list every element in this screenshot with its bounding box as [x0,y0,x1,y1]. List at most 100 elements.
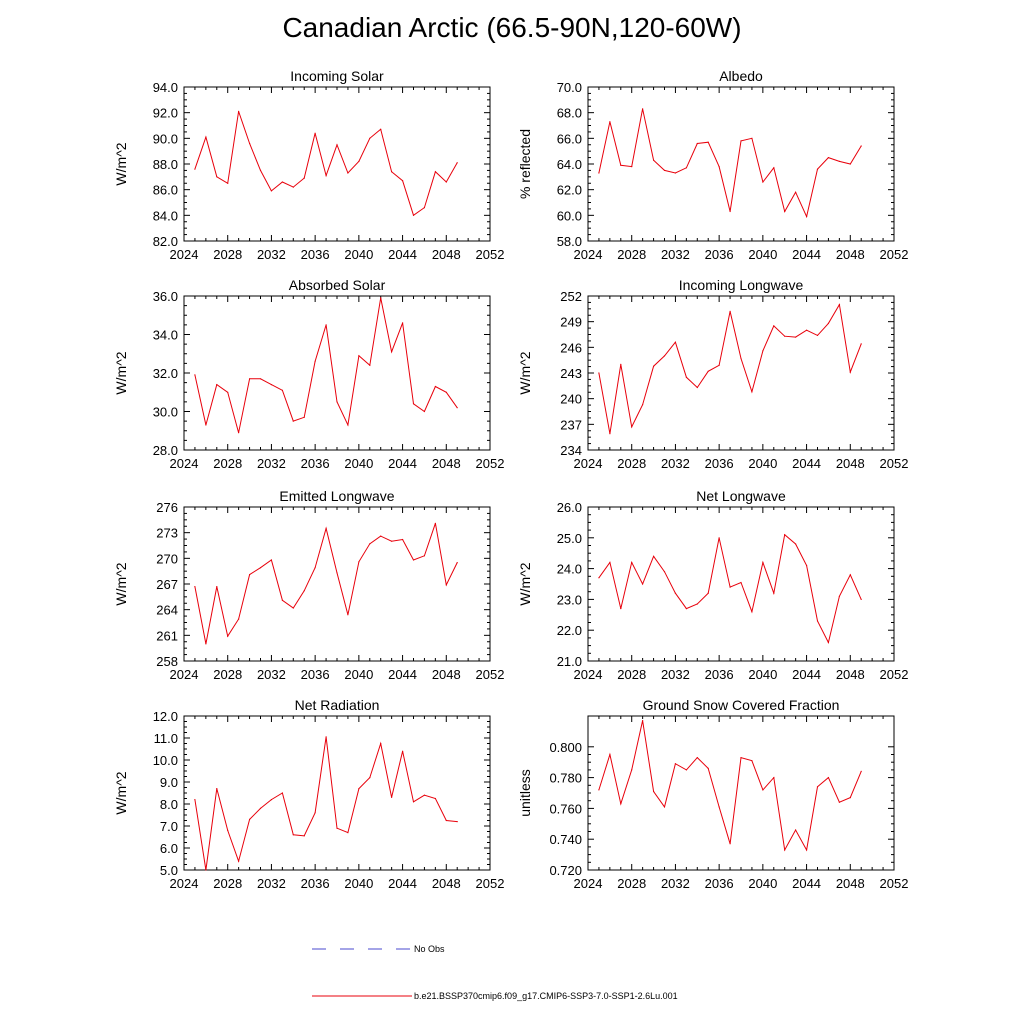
data-point [292,420,294,422]
data-point [751,760,753,762]
data-point [445,181,447,183]
x-tick-label: 2032 [257,876,286,891]
y-tick-label: 7.0 [160,819,178,834]
y-tick-label: 258 [156,654,178,669]
y-axis-label: W/m^2 [113,771,129,814]
data-point [347,172,349,174]
x-tick-label: 2040 [748,876,777,891]
y-tick-label: 22.0 [557,623,582,638]
data-point [456,562,458,564]
data-point [631,769,633,771]
data-point [795,543,797,545]
series-line [194,297,458,433]
data-point [598,172,600,174]
data-point [696,757,698,759]
data-point [696,603,698,605]
x-tick-label: 2052 [880,667,909,682]
y-tick-label: 270 [156,551,178,566]
x-tick-label: 2044 [792,667,821,682]
data-point [303,590,305,592]
data-point [773,325,775,327]
data-point [391,540,393,542]
data-point [412,214,415,216]
plot-frame [587,295,895,451]
data-point [325,527,327,530]
x-tick-label: 2040 [748,456,777,471]
data-point [391,351,393,353]
x-tick-label: 2024 [574,667,603,682]
data-point [762,789,764,791]
data-point [358,355,360,357]
x-tick-label: 2044 [388,247,417,262]
data-point [685,608,688,610]
data-point [281,792,283,794]
series-line [194,736,458,871]
y-tick-label: 90.0 [153,131,178,146]
y-tick-label: 261 [156,628,178,643]
data-point [249,142,251,145]
y-tick-label: 6.0 [160,841,178,856]
data-point [707,592,709,594]
data-point [838,160,841,162]
data-point [762,181,764,183]
data-point [784,335,786,337]
x-tick-label: 2052 [880,456,909,471]
data-point [685,376,688,378]
data-point [740,581,742,584]
data-point [325,175,327,177]
data-point [205,424,207,426]
x-tick-label: 2036 [705,876,734,891]
data-point [358,561,360,563]
data-point [642,583,644,585]
plot-frame [183,715,491,871]
data-point [259,807,262,810]
data-point [674,763,677,765]
data-point [653,365,655,367]
data-point [806,564,808,567]
data-point [806,329,808,331]
plot-frame [587,715,895,871]
data-point [391,171,393,173]
data-point [663,169,666,171]
data-point [412,403,415,405]
data-point [227,635,229,637]
plot-frame [587,86,895,242]
data-point [838,595,841,597]
data-point [314,360,316,362]
x-tick-label: 2028 [213,247,242,262]
data-point [380,535,382,537]
data-point [674,592,677,594]
y-axis-label: W/m^2 [113,351,129,394]
panel-title: Absorbed Solar [289,277,386,293]
series-line [194,111,458,217]
y-tick-label: 0.740 [549,832,582,847]
data-point [434,385,436,388]
panel-title: Incoming Solar [290,68,384,84]
y-tick-label: 5.0 [160,863,178,878]
data-point [292,607,294,609]
data-point [380,128,382,130]
data-point [816,168,819,170]
panel-ground-snow-covered-fraction: Ground Snow Covered Fraction unitless 2024… [517,697,908,891]
x-tick-label: 2052 [476,667,505,682]
data-point [740,357,742,360]
data-point [598,789,600,791]
data-point [631,561,633,564]
data-point [369,137,371,139]
data-point [609,121,611,123]
data-point [434,171,436,173]
data-point [270,190,272,192]
data-point [259,169,262,171]
x-tick-label: 2052 [880,247,909,262]
x-tick-label: 2040 [344,247,373,262]
data-point [827,641,830,644]
plot-frame [183,506,491,662]
y-axis-label: W/m^2 [113,562,129,605]
x-tick-label: 2024 [574,456,603,471]
y-tick-label: 276 [156,500,178,515]
x-tick-label: 2048 [836,876,865,891]
y-axis-label: W/m^2 [517,562,533,605]
data-point [653,159,655,161]
x-tick-label: 2044 [792,876,821,891]
y-tick-label: 34.0 [153,328,178,343]
